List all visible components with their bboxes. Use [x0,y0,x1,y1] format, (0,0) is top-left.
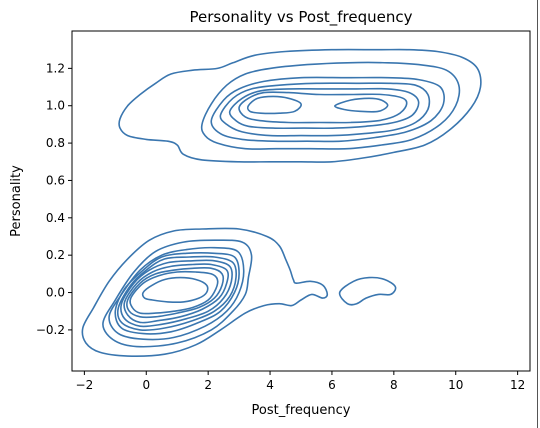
contour-line-7 [123,263,229,324]
contour-line-6 [120,259,233,328]
contour-line-4 [114,252,240,335]
x-tick-label: −2 [76,378,94,392]
x-axis-label: Post_frequency [252,403,351,418]
x-tick-label: 6 [328,378,336,392]
y-tick-label: 0.8 [46,136,65,150]
x-tick-label: 8 [390,378,398,392]
contour-line-14 [219,82,431,137]
y-tick-label: −0.2 [36,323,65,337]
contour-line-10 [141,276,209,304]
x-tick-label: 2 [204,378,212,392]
plot-area-frame [71,30,531,372]
contour-line-12 [200,61,461,150]
contour-line-2 [102,239,253,348]
chart-title: Personality vs Post_frequency [189,8,412,27]
contour-line-16 [238,91,408,124]
y-tick-label: 0.6 [46,173,65,187]
x-tick-label: 12 [510,378,525,392]
contour-line-15 [228,87,420,130]
contour-line-11 [118,48,482,163]
contour-line-3 [108,246,245,341]
y-axis-ticks: −0.2 0.0 0.2 0.4 0.6 0.8 1.0 1.2 [36,61,72,337]
y-tick-label: 0.0 [46,286,65,300]
x-tick-label: 10 [448,378,463,392]
y-tick-label: 0.2 [46,248,65,262]
y-tick-label: 1.2 [46,61,65,75]
x-tick-label: 4 [266,378,274,392]
x-tick-label: 0 [142,378,150,392]
contour-lines [81,48,482,357]
x-axis-ticks: −2 0 2 4 6 8 10 12 [76,371,525,392]
y-axis-label: Personality [9,165,24,237]
contour-line-9 [129,270,219,315]
contour-line-8 [126,266,225,319]
window-edge [537,0,538,428]
contour-line-17 [246,95,302,115]
y-tick-label: 1.0 [46,99,65,113]
y-tick-label: 0.4 [46,211,65,225]
contour-line-5 [116,255,238,332]
contour-line-1 [338,276,397,306]
contour-line-13 [210,76,445,143]
contour-line-0 [81,227,329,357]
contour-line-18 [334,97,389,113]
